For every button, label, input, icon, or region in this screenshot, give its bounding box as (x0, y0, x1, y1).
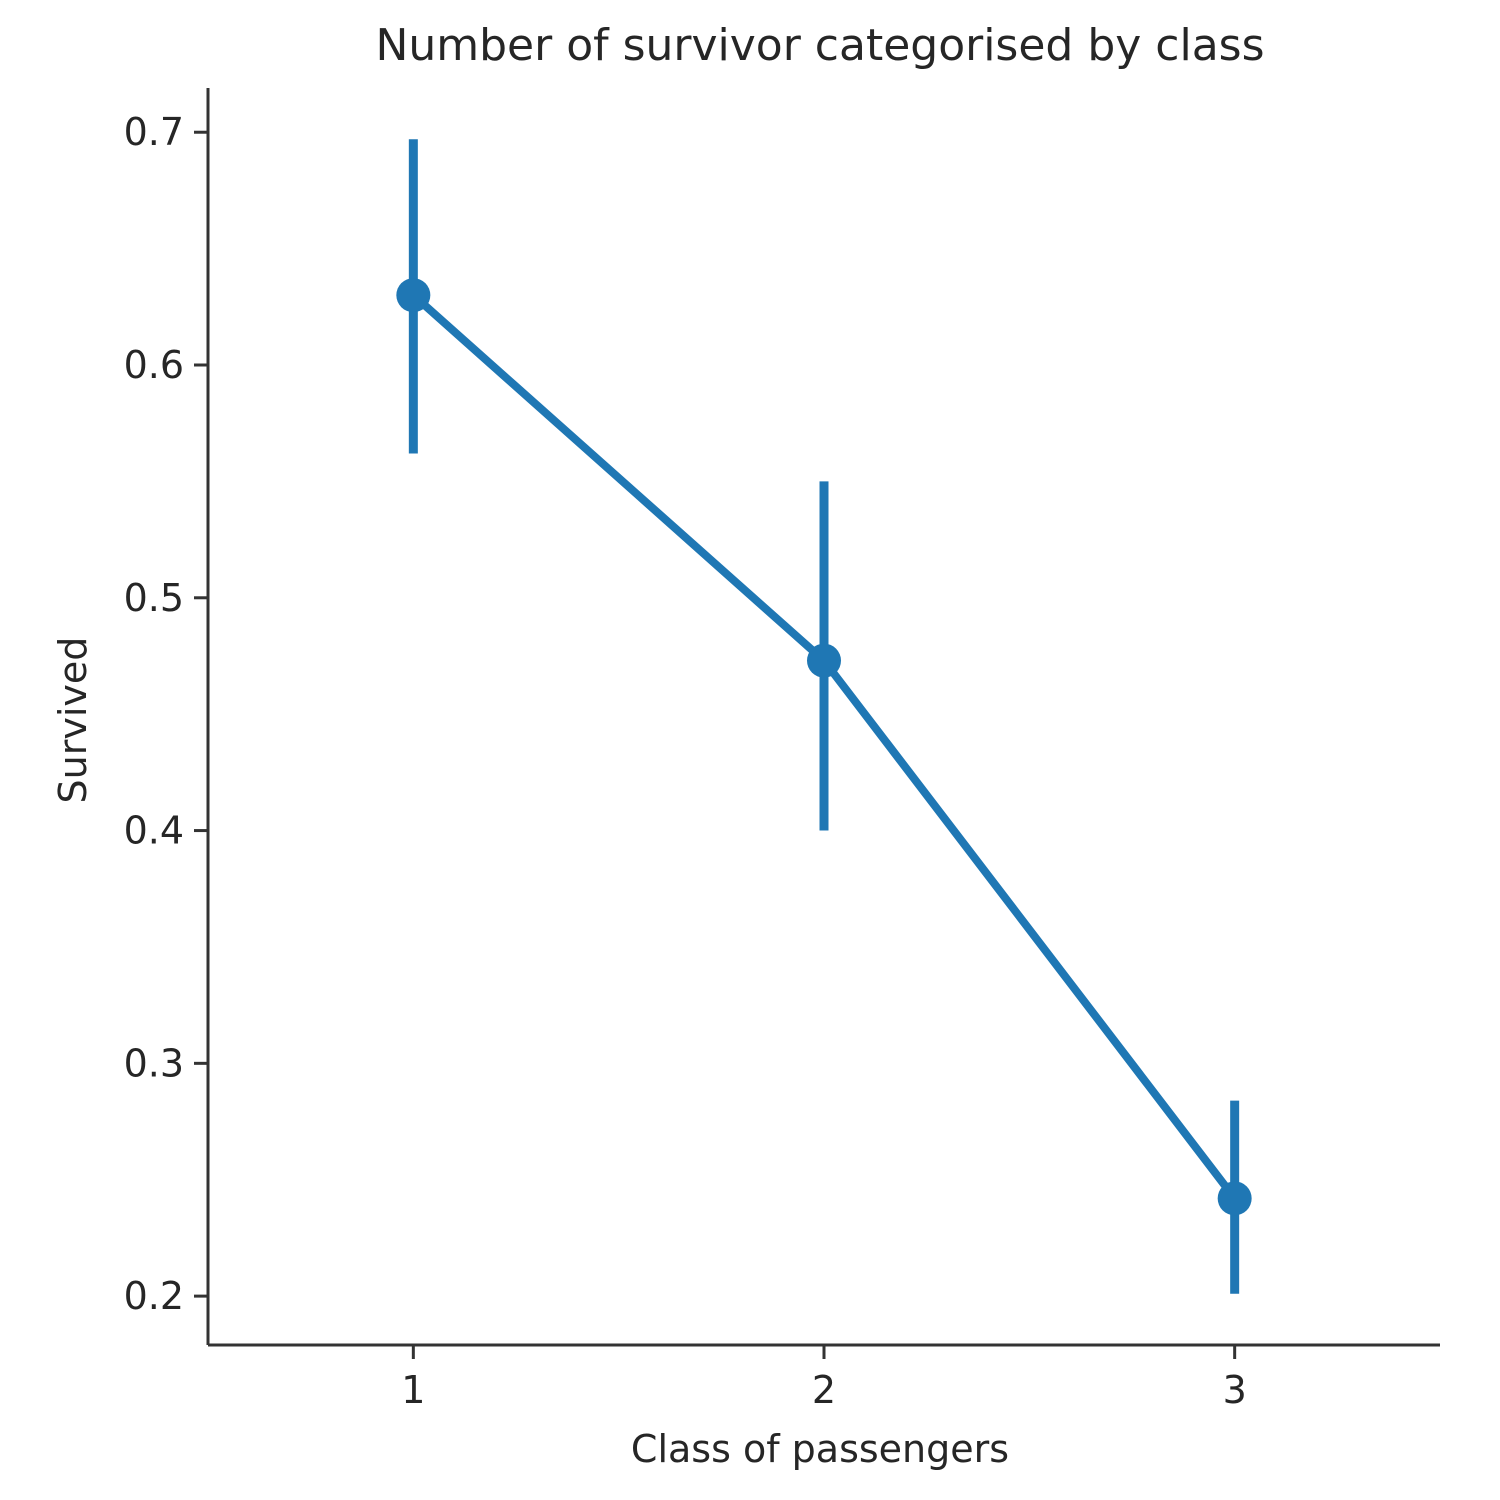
x-axis-label: Class of passengers (631, 1427, 1009, 1471)
y-axis-label: Survived (51, 637, 95, 804)
data-point (396, 278, 431, 313)
y-ticks: 0.2 0.3 0.4 0.5 0.6 0.7 (124, 110, 208, 1318)
x-tick-label: 2 (812, 1368, 836, 1412)
y-tick-label: 0.2 (124, 1274, 184, 1318)
data-point (1217, 1181, 1252, 1216)
y-tick-label: 0.4 (124, 809, 184, 853)
x-tick-label: 1 (401, 1368, 425, 1412)
data-point (807, 643, 841, 678)
plot-area (396, 139, 1252, 1294)
x-ticks: 1 2 3 (401, 1345, 1247, 1412)
axes: 0.2 0.3 0.4 0.5 0.6 0.7 1 2 3 (124, 88, 1440, 1412)
x-tick-label: 3 (1223, 1368, 1247, 1412)
chart-title: Number of survivor categorised by class (375, 20, 1264, 71)
y-tick-label: 0.3 (124, 1041, 184, 1085)
y-tick-label: 0.7 (124, 110, 184, 154)
y-tick-label: 0.5 (124, 576, 184, 620)
y-tick-label: 0.6 (124, 343, 184, 387)
